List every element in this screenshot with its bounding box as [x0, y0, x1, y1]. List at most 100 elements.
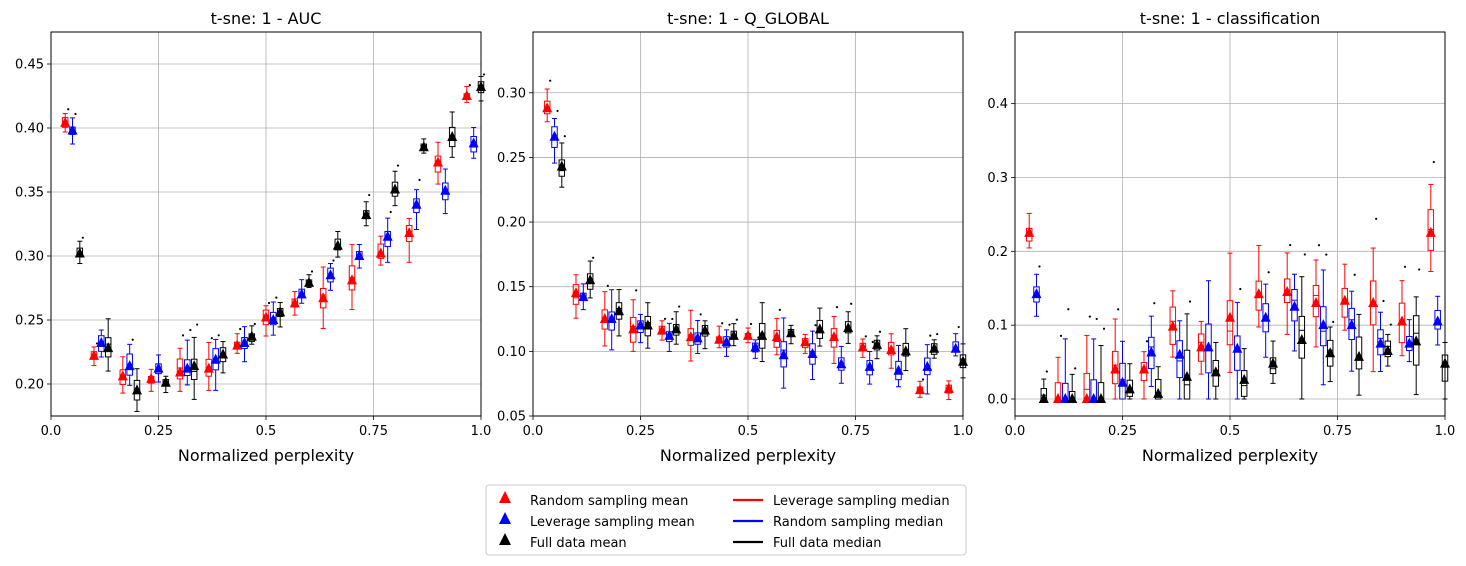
mean-marker — [390, 183, 400, 194]
mean-marker — [800, 336, 811, 347]
y-tick-label: 0.25 — [15, 314, 44, 329]
box-leverage-sampling — [124, 338, 135, 386]
legend-label: Full data mean — [530, 536, 627, 551]
box-random-sampling — [318, 266, 329, 330]
mean-marker — [153, 362, 164, 373]
flier-point — [678, 305, 681, 308]
mean-marker — [843, 322, 854, 333]
mean-marker — [246, 330, 257, 341]
box-leverage-sampling — [664, 317, 675, 352]
box-random-sampling — [943, 380, 954, 401]
flier-point — [699, 313, 702, 316]
box-full-data — [700, 320, 710, 350]
box-random-sampling — [175, 334, 185, 392]
y-tick-label: 0.2 — [987, 245, 1008, 260]
flier-point — [921, 378, 925, 381]
y-tick-label: 0.10 — [497, 345, 526, 360]
box-leverage-sampling — [950, 325, 961, 357]
mean-marker — [721, 336, 732, 347]
box-random-sampling — [1167, 290, 1178, 358]
mean-marker — [382, 230, 393, 241]
flier-point — [332, 259, 335, 262]
box-random-sampling — [1311, 244, 1321, 348]
flier-point — [1418, 268, 1421, 271]
mean-marker — [950, 342, 961, 353]
box-random-sampling — [743, 322, 753, 344]
flier-point — [275, 296, 278, 299]
box-full-data — [103, 318, 114, 372]
mean-marker — [1210, 366, 1221, 377]
mean-marker — [60, 116, 71, 127]
box-leverage-sampling — [893, 344, 904, 388]
flier-point — [418, 178, 421, 181]
x-tick-label: 0.5 — [738, 424, 759, 439]
box-leverage-sampling — [268, 296, 279, 336]
flier-point — [878, 330, 882, 333]
flier-point — [1074, 367, 1077, 370]
mean-marker — [325, 269, 336, 280]
mean-marker — [218, 348, 228, 359]
legend: Random sampling mean Leverage sampling m… — [485, 484, 967, 556]
flier-point — [606, 284, 609, 287]
box-full-data — [728, 318, 739, 347]
mean-marker — [361, 209, 372, 220]
mean-marker — [203, 362, 214, 373]
box-full-data — [390, 164, 400, 207]
flier-point — [1095, 317, 1098, 321]
mean-marker — [1382, 345, 1393, 356]
flier-point — [1038, 265, 1041, 268]
box-leverage-sampling — [836, 345, 847, 384]
mean-marker — [1053, 393, 1063, 404]
box-random-sampling — [461, 83, 472, 103]
x-tick-label: 1.0 — [471, 424, 492, 439]
box-leverage-sampling — [354, 243, 365, 269]
x-tick-label: 0.25 — [626, 424, 655, 439]
chart-title: t-sne: 1 - Q_GLOBAL — [667, 9, 829, 29]
box-random-sampling — [60, 108, 71, 133]
box-leverage-sampling — [1174, 320, 1185, 400]
flier-point — [1432, 160, 1435, 164]
flier-point — [563, 135, 566, 138]
box-iqr — [780, 341, 787, 368]
legend-label: Full data median — [773, 536, 882, 551]
box-full-data — [1096, 327, 1106, 404]
flier-point — [1303, 253, 1306, 256]
y-tick-label: 0.4 — [987, 97, 1008, 112]
y-tick-label: 0.05 — [497, 410, 526, 425]
box-iqr — [1291, 289, 1298, 322]
box-full-data — [132, 368, 142, 412]
mean-marker — [614, 305, 624, 316]
box-random-sampling — [1397, 265, 1407, 357]
legend-marker-red — [499, 491, 511, 503]
mean-marker — [1088, 393, 1099, 404]
box-random-sampling — [1282, 243, 1293, 335]
flier-point — [389, 210, 392, 214]
box-full-data — [814, 307, 825, 347]
flier-point — [1067, 308, 1070, 311]
box-leverage-sampling — [578, 283, 589, 311]
box-leverage-sampling — [1260, 271, 1271, 358]
flier-point — [1353, 273, 1356, 276]
mean-marker — [893, 364, 904, 375]
mean-marker — [1232, 342, 1243, 353]
mean-marker — [296, 288, 307, 299]
box-leverage-sampling — [1318, 253, 1329, 386]
box-iqr — [924, 357, 931, 376]
y-tick-label: 0.20 — [15, 378, 44, 393]
mean-marker — [189, 360, 200, 371]
mean-marker — [1174, 348, 1185, 359]
mean-marker — [1318, 319, 1329, 330]
box-iqr — [1384, 340, 1392, 358]
mean-marker — [685, 331, 696, 342]
box-iqr — [1377, 329, 1384, 356]
box-leverage-sampling — [1088, 317, 1099, 404]
box-iqr — [377, 243, 385, 259]
flier-point — [310, 270, 314, 273]
box-random-sampling — [404, 217, 415, 263]
mean-marker — [160, 376, 171, 387]
flier-point — [74, 112, 77, 116]
mean-marker — [411, 198, 422, 209]
box-full-data — [275, 302, 286, 328]
mean-marker — [1268, 357, 1278, 368]
mean-marker — [289, 297, 300, 308]
